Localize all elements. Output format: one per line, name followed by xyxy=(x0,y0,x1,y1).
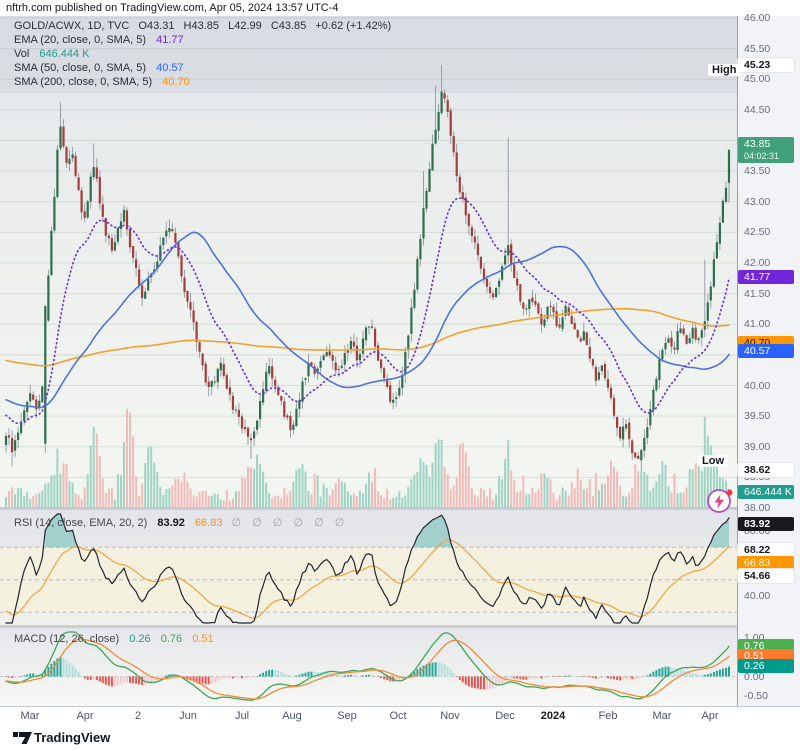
legend-row-sma50: SMA (50, close, 0, SMA, 5) 40.57 xyxy=(14,61,397,75)
sma50-label: SMA (50, close, 0, SMA, 5) xyxy=(14,62,147,74)
low-price-label: Low xyxy=(698,455,728,467)
price-tick-label: 42.50 xyxy=(744,226,771,239)
tradingview-brand: TradingView xyxy=(34,730,111,745)
macd-axis-badge: 0.26 xyxy=(738,659,794,673)
rsi-label: RSI (14, close, EMA, 20, 2) xyxy=(14,517,148,529)
price-tick-label: 44.50 xyxy=(744,103,771,116)
ohlc-change: +0.62 (+1.42%) xyxy=(315,20,392,32)
rsi-axis-badge: 68.22 xyxy=(738,543,794,557)
rsi-axis-badge: 54.66 xyxy=(738,569,794,583)
price-tick-label: 43.50 xyxy=(744,165,771,178)
ohlc-low: L42.99 xyxy=(228,20,262,32)
price-tick-label: 46.00 xyxy=(744,12,771,24)
legend-background xyxy=(0,16,737,93)
pane-separator[interactable] xyxy=(0,625,800,628)
price-axis-badge: 646.444 K xyxy=(738,485,794,499)
sma50-value: 40.57 xyxy=(156,62,184,74)
rsi-signal-value: 66.83 xyxy=(194,517,223,529)
axis-border xyxy=(737,16,738,723)
time-tick-label: Jul xyxy=(234,710,250,722)
ohlc-close: C43.85 xyxy=(270,20,307,32)
attribution-header: nftrh.com published on TradingView.com, … xyxy=(6,2,339,14)
time-tick-label: 2 xyxy=(134,710,142,722)
macd-label: MACD (12, 26, close) xyxy=(14,633,120,645)
legend-row-sma200: SMA (200, close, 0, SMA, 5) 40.70 xyxy=(14,75,397,89)
macd-tick-label: -0.50 xyxy=(744,690,768,702)
volume-label: Vol xyxy=(14,48,30,60)
time-tick-label: Nov xyxy=(440,710,460,722)
price-axis-badge: 43.85 04:02:31 xyxy=(738,136,794,163)
sma200-label: SMA (200, close, 0, SMA, 5) xyxy=(14,76,153,88)
legend-row-ema: EMA (20, close, 0, SMA, 5) 41.77 xyxy=(14,33,397,47)
rsi-tick-label: 40.00 xyxy=(744,590,771,602)
price-tick-label: 43.00 xyxy=(744,195,771,208)
macd-tick-label: 0.00 xyxy=(744,670,765,683)
price-tick-label: 45.50 xyxy=(744,42,771,55)
time-tick-label: Mar xyxy=(652,710,672,722)
main-legend: GOLD/ACWX, 1D, TVC O43.31 H43.85 L42.99 … xyxy=(14,19,397,89)
ema-label: EMA (20, close, 0, SMA, 5) xyxy=(14,34,147,46)
sma200-value: 40.70 xyxy=(162,76,190,88)
rsi-axis-badge: 66.83 xyxy=(738,556,794,570)
symbol-row: GOLD/ACWX, 1D, TVC O43.31 H43.85 L42.99 … xyxy=(14,19,397,33)
price-tick-label: 41.00 xyxy=(744,318,771,331)
macd-hist-value: 0.26 xyxy=(129,633,151,645)
price-tick-label: 38.00 xyxy=(744,502,771,514)
symbol-title: GOLD/ACWX, 1D, TVC xyxy=(14,20,130,32)
price-tick-label: 40.00 xyxy=(744,379,771,392)
high-price-label: High xyxy=(708,64,741,76)
time-tick-label: Mar xyxy=(20,710,40,722)
pane-separator[interactable] xyxy=(0,507,800,510)
legend-row-volume: Vol 646.444 K xyxy=(14,47,397,61)
price-axis-badge: 41.77 xyxy=(738,270,794,285)
time-tick-label: Apr xyxy=(701,710,719,722)
rsi-neutral-band xyxy=(0,547,737,612)
macd-line-value: 0.76 xyxy=(160,633,183,645)
price-tick-label: 39.50 xyxy=(744,410,771,423)
price-tick-label: 45.00 xyxy=(744,73,771,86)
tradingview-logo-icon xyxy=(13,732,32,744)
time-tick-label: Dec xyxy=(495,710,515,722)
time-tick-label: Apr xyxy=(76,710,94,722)
price-axis-badge: 45.23 xyxy=(738,58,794,73)
rsi-empty-values: ∅ ∅ ∅ ∅ ∅ ∅ xyxy=(231,517,349,529)
rsi-axis-badge: 83.92 xyxy=(738,517,794,531)
price-axis-badge: 38.62 xyxy=(738,463,794,478)
time-tick-label: Oct xyxy=(389,710,407,722)
price-axis-panel[interactable] xyxy=(737,16,800,706)
footer-bar: TradingView xyxy=(0,723,800,751)
rsi-legend: RSI (14, close, EMA, 20, 2) 83.92 66.83 … xyxy=(14,516,348,529)
ema-value: 41.77 xyxy=(156,34,184,46)
price-tick-label: 39.00 xyxy=(744,440,771,453)
time-tick-label: Sep xyxy=(337,710,357,722)
price-tick-label: 41.50 xyxy=(744,287,771,300)
time-axis[interactable]: Mar Apr 2 Jun Jul Aug Sep Oct Nov Dec 2024 Feb Mar Ap… xyxy=(0,706,800,724)
time-tick-label: Feb xyxy=(598,710,618,722)
time-tick-label: Aug xyxy=(282,710,302,722)
time-tick-label: 2024 xyxy=(540,710,566,722)
price-axis-badge: 40.57 xyxy=(738,343,794,358)
volume-value: 646.444 K xyxy=(39,48,90,60)
macd-signal-value: 0.51 xyxy=(192,633,214,645)
rsi-main-value: 83.92 xyxy=(157,517,185,529)
ohlc-open: O43.31 xyxy=(138,20,175,32)
price-tick-label: 42.00 xyxy=(744,257,771,269)
ohlc-high: H43.85 xyxy=(183,20,220,32)
macd-legend: MACD (12, 26, close) 0.26 0.76 0.51 xyxy=(14,633,214,645)
time-tick-label: Jun xyxy=(179,710,197,722)
